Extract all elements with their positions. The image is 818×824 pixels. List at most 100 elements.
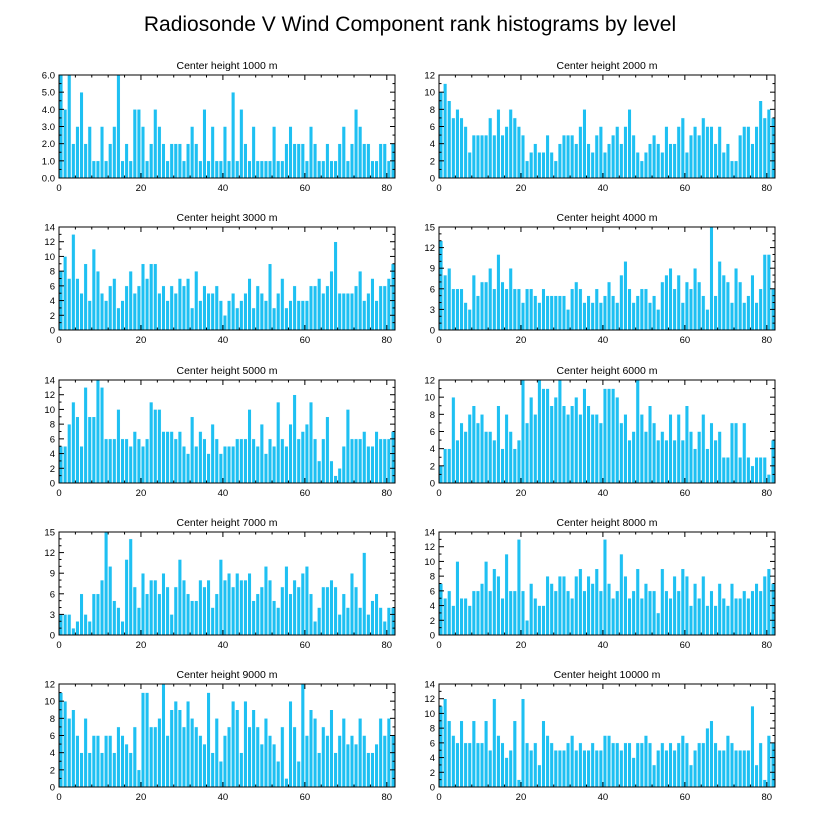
bar bbox=[766, 568, 771, 636]
bar bbox=[570, 735, 575, 788]
bar bbox=[529, 396, 534, 484]
bar bbox=[202, 586, 207, 636]
bar bbox=[586, 295, 591, 331]
x-tick-label: 80 bbox=[762, 488, 773, 499]
bar bbox=[227, 572, 232, 636]
bar bbox=[120, 621, 125, 636]
bar bbox=[259, 160, 264, 179]
bar bbox=[664, 439, 669, 484]
bar bbox=[721, 152, 726, 179]
bar bbox=[251, 307, 256, 331]
bar bbox=[561, 134, 567, 179]
bar bbox=[358, 438, 363, 484]
bar bbox=[734, 597, 739, 636]
bar bbox=[116, 307, 121, 331]
bar bbox=[688, 431, 694, 484]
y-tick-label: 12 bbox=[44, 680, 55, 691]
bar bbox=[754, 302, 759, 331]
bar bbox=[325, 735, 330, 788]
bar bbox=[218, 559, 223, 636]
bar bbox=[177, 431, 182, 484]
bar bbox=[79, 752, 84, 788]
bar bbox=[516, 539, 521, 636]
bar bbox=[492, 698, 497, 788]
bar bbox=[124, 285, 129, 331]
bar bbox=[124, 143, 129, 179]
bar bbox=[729, 302, 735, 331]
bar bbox=[705, 126, 710, 179]
bar bbox=[243, 579, 248, 636]
bar bbox=[181, 445, 187, 484]
bar bbox=[194, 445, 199, 484]
bar bbox=[83, 614, 88, 636]
y-tick-label: 4 bbox=[430, 601, 435, 612]
bar bbox=[235, 160, 240, 179]
bar bbox=[251, 126, 256, 179]
bar bbox=[284, 778, 289, 788]
bar bbox=[471, 720, 476, 788]
bar bbox=[643, 288, 648, 331]
bar bbox=[235, 709, 240, 788]
bar bbox=[766, 474, 771, 484]
bar bbox=[607, 281, 612, 331]
bar bbox=[586, 749, 591, 788]
bar bbox=[451, 117, 456, 179]
bar bbox=[467, 742, 472, 788]
bar bbox=[284, 445, 289, 484]
bar bbox=[222, 126, 227, 179]
y-tick-label: 8 bbox=[430, 724, 435, 735]
bar bbox=[578, 568, 583, 636]
bar bbox=[91, 248, 96, 331]
bar bbox=[705, 309, 710, 331]
bar bbox=[721, 457, 726, 484]
bar bbox=[496, 735, 501, 788]
bar bbox=[132, 292, 137, 331]
bar bbox=[553, 396, 558, 484]
bar bbox=[746, 126, 751, 179]
x-tick-label: 40 bbox=[598, 183, 609, 194]
bar bbox=[742, 749, 747, 788]
bar bbox=[247, 160, 252, 179]
bar bbox=[91, 160, 96, 179]
y-tick-label: 15 bbox=[424, 223, 435, 234]
bar bbox=[525, 620, 530, 636]
bar bbox=[108, 566, 113, 636]
bar bbox=[186, 700, 191, 788]
bar bbox=[570, 134, 575, 179]
bar bbox=[345, 292, 350, 331]
panel-title: Center height 4000 m bbox=[557, 212, 658, 224]
bar bbox=[75, 126, 80, 179]
bar bbox=[91, 735, 96, 788]
bar bbox=[455, 288, 460, 331]
bar bbox=[582, 590, 587, 636]
bar bbox=[235, 572, 240, 636]
bar bbox=[631, 590, 636, 636]
bar bbox=[533, 742, 538, 788]
bar bbox=[251, 709, 256, 788]
bar bbox=[598, 590, 603, 636]
bar bbox=[492, 134, 497, 179]
y-tick-label: 2.0 bbox=[42, 139, 55, 150]
bar bbox=[329, 579, 334, 636]
x-tick-label: 20 bbox=[136, 488, 147, 499]
bar bbox=[243, 143, 248, 179]
bar bbox=[63, 614, 68, 636]
bar bbox=[693, 267, 698, 331]
bar bbox=[71, 234, 76, 331]
bar bbox=[292, 726, 297, 788]
bar bbox=[729, 160, 735, 179]
bar bbox=[292, 394, 297, 484]
bar bbox=[619, 749, 624, 788]
bar bbox=[214, 718, 219, 788]
bar bbox=[370, 160, 375, 179]
bar bbox=[120, 735, 125, 788]
panel-6: Center height 6000 m 0 20 40 60 80 0 2 4 6 8 10 12 bbox=[424, 365, 776, 499]
bar bbox=[623, 261, 628, 331]
bar bbox=[120, 160, 125, 179]
x-tick-label: 0 bbox=[56, 183, 61, 194]
y-tick-label: 12 bbox=[44, 390, 55, 401]
bar bbox=[455, 742, 460, 788]
bar bbox=[222, 445, 227, 484]
bar bbox=[95, 735, 100, 788]
bar bbox=[734, 422, 739, 484]
